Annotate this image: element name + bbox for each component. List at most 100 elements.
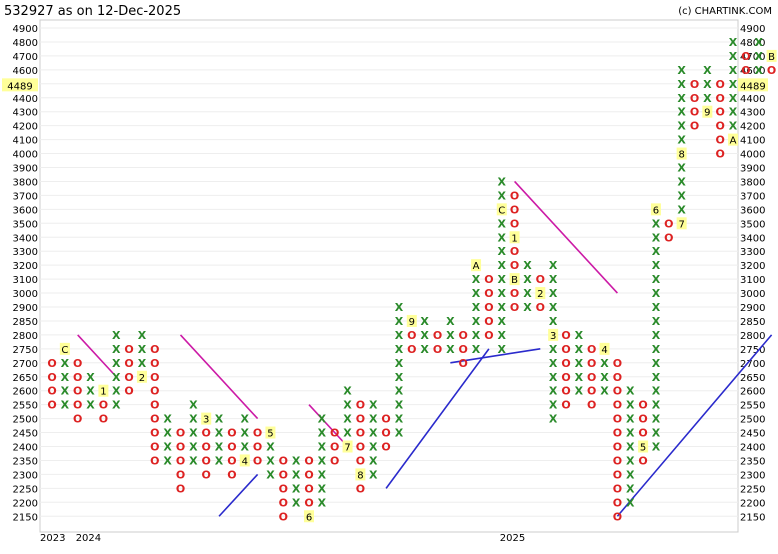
o-box: O bbox=[227, 468, 236, 481]
y-tick-label-left: 3200 bbox=[13, 261, 38, 272]
month-marker-bg bbox=[59, 342, 70, 355]
month-marker-bg bbox=[728, 133, 739, 146]
o-box: O bbox=[150, 399, 159, 412]
o-box: O bbox=[47, 371, 56, 384]
x-box: X bbox=[292, 496, 301, 509]
o-box: O bbox=[227, 454, 236, 467]
o-box: O bbox=[613, 468, 622, 481]
x-box: X bbox=[292, 468, 301, 481]
y-tick-label-right: 4200 bbox=[740, 122, 765, 133]
y-tick-label-right: 3300 bbox=[740, 247, 765, 258]
o-box: O bbox=[304, 496, 313, 509]
x-box: X bbox=[446, 343, 455, 356]
x-box: X bbox=[652, 231, 661, 244]
o-box: O bbox=[279, 510, 288, 523]
y-tick-label-right: 2850 bbox=[740, 317, 765, 328]
month-marker-bg bbox=[98, 384, 109, 397]
y-tick-label-left: 3500 bbox=[13, 219, 38, 230]
x-box: X bbox=[626, 413, 635, 426]
x-box: X bbox=[677, 64, 686, 77]
x-box: X bbox=[498, 217, 507, 230]
price-tags: 4489 4489 bbox=[2, 78, 768, 92]
x-box: X bbox=[343, 399, 352, 412]
o-box: O bbox=[536, 301, 545, 314]
y-tick-label-left: 2850 bbox=[13, 317, 38, 328]
x-box: X bbox=[549, 315, 558, 328]
o-box: O bbox=[484, 273, 493, 286]
x-box: X bbox=[498, 175, 507, 188]
o-box: O bbox=[510, 301, 519, 314]
x-box: X bbox=[86, 371, 95, 384]
resistance-trendline bbox=[77, 334, 117, 378]
x-box: X bbox=[523, 273, 532, 286]
month-marker: 6 bbox=[653, 205, 659, 216]
month-marker: 7 bbox=[344, 443, 350, 454]
x-box: X bbox=[703, 78, 712, 91]
month-marker-bg bbox=[509, 273, 520, 286]
o-box: O bbox=[716, 134, 725, 147]
x-box: X bbox=[549, 357, 558, 370]
x-box: X bbox=[472, 301, 481, 314]
y-tick-label-left: 3700 bbox=[13, 191, 38, 202]
x-box: X bbox=[626, 385, 635, 398]
y-tick-label-right: 2350 bbox=[740, 456, 765, 467]
support-trendline bbox=[218, 473, 259, 517]
o-box: O bbox=[690, 78, 699, 91]
x-box: X bbox=[703, 92, 712, 105]
x-box: X bbox=[318, 413, 327, 426]
y-tick-label-left: 3100 bbox=[13, 275, 38, 286]
month-marker: 7 bbox=[678, 219, 684, 230]
x-box: X bbox=[395, 385, 404, 398]
o-box: O bbox=[716, 92, 725, 105]
x-box: X bbox=[395, 427, 404, 440]
y-tick-label-left: 3300 bbox=[13, 247, 38, 258]
month-marker: 8 bbox=[678, 150, 684, 161]
o-box: O bbox=[150, 357, 159, 370]
x-box: X bbox=[498, 231, 507, 244]
o-box: O bbox=[73, 413, 82, 426]
x-box: X bbox=[652, 371, 661, 384]
o-box: O bbox=[150, 385, 159, 398]
x-box: X bbox=[112, 385, 121, 398]
x-box: X bbox=[318, 482, 327, 495]
x-box: X bbox=[575, 385, 584, 398]
x-box: X bbox=[498, 287, 507, 300]
y-tick-label-left: 3900 bbox=[13, 164, 38, 175]
x-box: X bbox=[472, 329, 481, 342]
y-tick-label-right: 3800 bbox=[740, 177, 765, 188]
x-box: X bbox=[343, 427, 352, 440]
o-box: O bbox=[561, 357, 570, 370]
y-tick-label-right: 3400 bbox=[740, 233, 765, 244]
x-box: X bbox=[138, 329, 147, 342]
y-tick-label-right: 4400 bbox=[740, 94, 765, 105]
month-marker: 9 bbox=[409, 317, 415, 328]
plot-area-border bbox=[39, 19, 739, 533]
x-box: X bbox=[420, 343, 429, 356]
o-box: O bbox=[330, 441, 339, 454]
month-marker-bg bbox=[136, 370, 147, 383]
resistance-trendline bbox=[308, 404, 349, 448]
x-box: X bbox=[420, 329, 429, 342]
o-box: O bbox=[664, 231, 673, 244]
y-tick-label-right: 3700 bbox=[740, 191, 765, 202]
o-box: O bbox=[510, 259, 519, 272]
o-box: O bbox=[638, 454, 647, 467]
month-marker: A bbox=[473, 261, 480, 272]
o-box: O bbox=[484, 315, 493, 328]
x-box: X bbox=[652, 217, 661, 230]
x-box: X bbox=[626, 399, 635, 412]
o-box: O bbox=[150, 454, 159, 467]
y-tick-label-left: 2200 bbox=[13, 498, 38, 509]
month-marker: 4 bbox=[601, 345, 607, 356]
x-box: X bbox=[498, 315, 507, 328]
o-box: O bbox=[253, 441, 262, 454]
x-box: X bbox=[575, 329, 584, 342]
x-box: X bbox=[472, 273, 481, 286]
o-box: O bbox=[124, 343, 133, 356]
o-box: O bbox=[227, 427, 236, 440]
x-box: X bbox=[677, 78, 686, 91]
x-box: X bbox=[600, 385, 609, 398]
o-box: O bbox=[47, 357, 56, 370]
month-marker: 9 bbox=[704, 108, 710, 119]
y-tick-label-right: 2550 bbox=[740, 401, 765, 412]
